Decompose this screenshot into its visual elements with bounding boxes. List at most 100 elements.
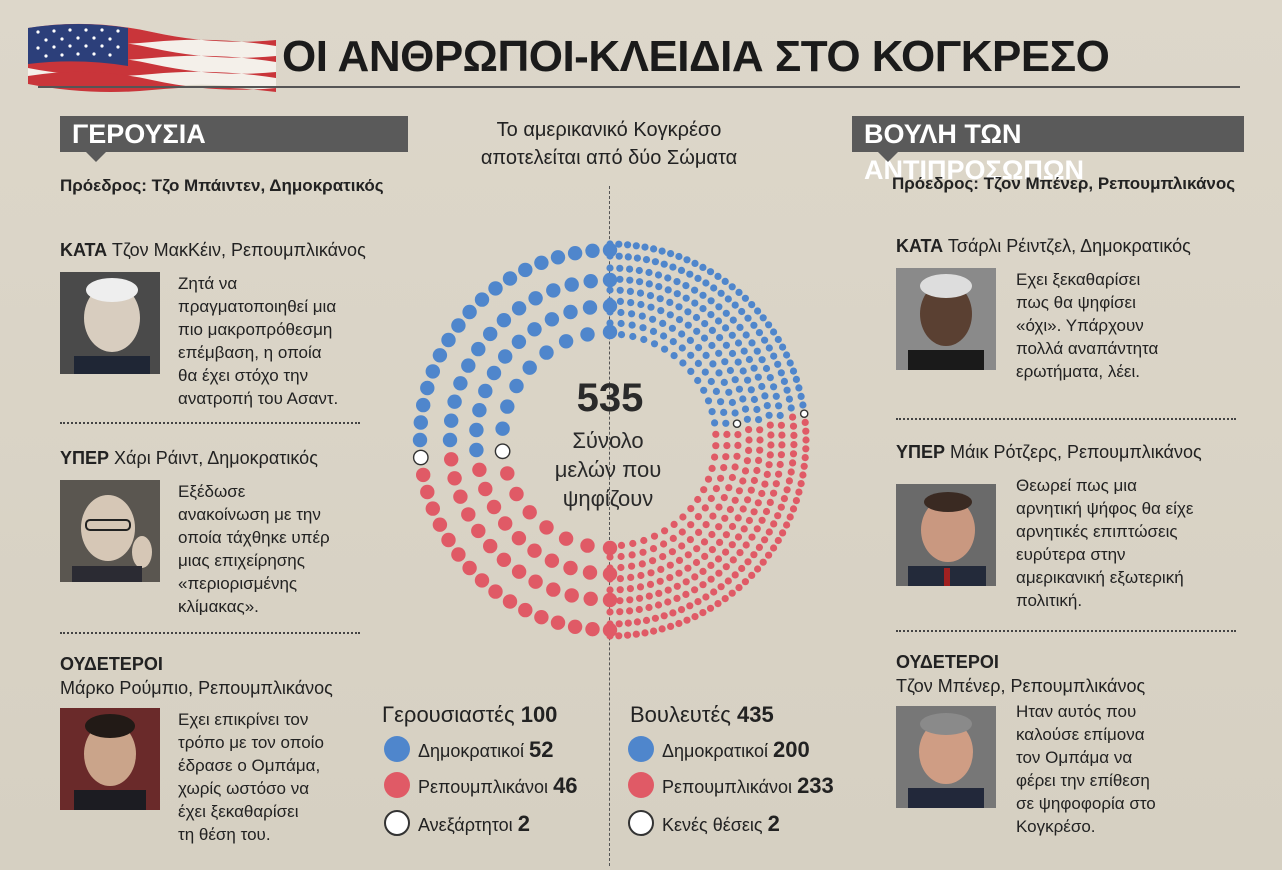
senate-seat: [472, 462, 487, 477]
us-flag-icon: [28, 23, 276, 92]
house-seat: [711, 453, 719, 461]
house-seat: [739, 477, 747, 485]
subtitle: Το αμερικανικό Κογκρέσο αποτελείται από …: [424, 116, 794, 172]
house-seat: [701, 552, 709, 561]
vacant-swatch: [628, 810, 654, 836]
senate-seat: [416, 467, 431, 483]
senate-quote-2: Εξέδωσε ανακοίνωση με την οποία τάχθηκε …: [178, 480, 330, 618]
house-seat: [720, 408, 728, 416]
house-seat: [708, 341, 716, 350]
house-seat: [699, 291, 707, 299]
house-seat: [770, 520, 778, 528]
senate-seat: [483, 326, 498, 342]
senate-seat: [528, 291, 543, 306]
quote-line: καλούσε επίμονα: [1016, 725, 1145, 744]
house-seat: [664, 274, 672, 282]
senate-seat: [602, 242, 618, 258]
quote-line: τον Ομπάμα να: [1016, 748, 1133, 767]
house-seat: [606, 542, 614, 550]
house-seat: [606, 286, 614, 294]
senate-banner: ΓΕΡΟΥΣΙΑ: [60, 116, 408, 162]
house-seat: [615, 252, 623, 260]
quote-line: φέρει την επίθεση: [1016, 771, 1150, 790]
senate-seat: [567, 246, 583, 261]
senate-seat: [453, 489, 468, 504]
house-seat: [777, 369, 785, 377]
house-seat: [708, 546, 717, 554]
house-seat: [717, 398, 725, 406]
house-legend-dem: Δημοκρατικοί 200: [662, 737, 810, 763]
senate-seat: [502, 594, 518, 609]
house-seat: [617, 563, 625, 572]
house-seat: [687, 351, 695, 359]
house-seat: [790, 441, 798, 449]
house-seat: [747, 386, 755, 394]
house-seat: [636, 289, 645, 297]
house-seat: [616, 286, 624, 294]
house-seat: [717, 474, 725, 482]
house-seat: [786, 359, 794, 367]
house-seat: [686, 270, 694, 278]
house-seat: [626, 596, 634, 604]
house-seat: [722, 419, 730, 427]
house-seat: [679, 359, 687, 367]
house-seat: [666, 574, 674, 582]
house-seat: [734, 431, 742, 439]
house-seat: [777, 451, 786, 459]
house-seat: [666, 561, 674, 569]
quote-line: πραγματοποιηθεί μια: [178, 297, 337, 316]
senate-seat: [498, 516, 513, 531]
senate-seat: [441, 332, 456, 348]
house-seat: [756, 426, 764, 434]
person-name: Μάικ Ρότζερς, Ρεπουμπλικάνος: [950, 442, 1202, 462]
house-seat: [770, 383, 778, 391]
house-seat: [753, 347, 761, 355]
house-seat: [712, 430, 720, 438]
quote-line: αρνητικές επιπτώσεις: [1016, 522, 1178, 541]
senate-seat: [412, 449, 429, 466]
senate-seat: [564, 277, 579, 292]
senate-legend-dem: Δημοκρατικοί 52: [418, 737, 553, 763]
house-seat: [731, 571, 739, 579]
senate-seat: [583, 274, 598, 289]
house-seat: [667, 250, 675, 258]
house-seat: [789, 450, 798, 458]
house-seat: [745, 355, 754, 364]
house-seat: [731, 301, 739, 309]
house-seat: [748, 533, 756, 541]
house-seat: [787, 404, 795, 412]
house-seat: [636, 583, 645, 591]
house-seat: [678, 542, 686, 550]
house-legend-vacant: Κενές θέσεις 2: [662, 811, 780, 837]
house-president: Πρόεδρος: Τζον Μπένερ, Ρεπουμπλικάνος: [892, 174, 1236, 193]
house-seat: [700, 386, 708, 394]
house-seat: [699, 609, 707, 617]
house-seat: [763, 402, 771, 410]
house-seat: [766, 421, 774, 429]
quote-line: Εχει ξεκαθαρίσει: [1016, 270, 1141, 289]
house-seat: [617, 541, 626, 550]
person-name: Τσάρλι Ρέιντζελ, Δημοκρατικός: [947, 236, 1191, 256]
house-seat: [783, 521, 791, 529]
house-seat: [649, 545, 658, 553]
house-seat: [765, 551, 773, 559]
quote-line: τρόπο με τον οποίο: [178, 733, 324, 752]
house-seat: [654, 271, 663, 279]
divider: [896, 418, 1236, 420]
house-seat: [780, 377, 789, 385]
senate-seat: [527, 543, 542, 558]
senate-seat: [509, 486, 524, 502]
divider: [60, 422, 360, 424]
house-seat: [661, 345, 669, 353]
house-seat: [615, 240, 623, 248]
senate-seat: [488, 281, 503, 296]
house-seat: [754, 373, 762, 381]
senate-seat: [469, 442, 484, 458]
house-seat: [728, 349, 737, 358]
legend-title-text: Γερουσιαστές: [382, 702, 515, 727]
house-seat: [699, 305, 707, 313]
senate-seat: [544, 312, 560, 327]
legend-value: 2: [517, 811, 530, 836]
house-seat: [682, 578, 690, 586]
house-seat: [651, 614, 660, 622]
